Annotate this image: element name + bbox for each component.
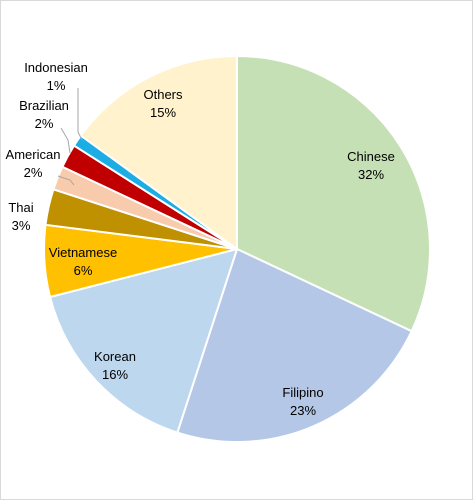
leader-line-brazilian (60, 127, 71, 154)
data-label-chinese-percent: 32% (358, 167, 384, 182)
data-label-american-percent: 2% (24, 165, 43, 180)
data-label-thai-name: Thai (8, 200, 33, 215)
data-label-others-percent: 15% (150, 105, 176, 120)
data-label-thai-percent: 3% (12, 218, 31, 233)
data-label-brazilian-name: Brazilian (19, 98, 69, 113)
data-label-vietnamese-percent: 6% (74, 263, 93, 278)
data-label-indonesian-name: Indonesian (24, 60, 88, 75)
pie-slice-filipino (176, 247, 413, 443)
data-label-others-name: Others (143, 87, 183, 102)
leader-line-american (57, 175, 75, 186)
data-label-indonesian-percent: 1% (47, 78, 66, 93)
data-label-filipino-name: Filipino (282, 385, 323, 400)
data-label-brazilian-percent: 2% (35, 116, 54, 131)
pie-slice-chinese (236, 54, 431, 333)
data-label-korean-name: Korean (94, 349, 136, 364)
leader-line-indonesian (77, 88, 83, 141)
data-label-korean-percent: 16% (102, 367, 128, 382)
pie-slice-others (79, 54, 238, 251)
data-label-vietnamese-name: Vietnamese (49, 245, 117, 260)
data-label-american-name: American (6, 147, 61, 162)
data-label-chinese-name: Chinese (347, 149, 395, 164)
pie-slice-korean (48, 247, 239, 434)
data-label-filipino-percent: 23% (290, 403, 316, 418)
